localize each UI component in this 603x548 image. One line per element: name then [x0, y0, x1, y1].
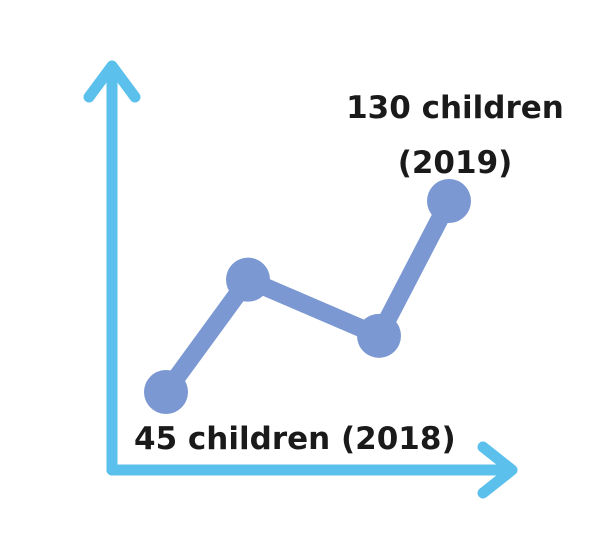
series-line [157, 192, 458, 401]
data-point-3 [427, 179, 471, 223]
x-axis-arrow [106, 441, 518, 499]
annotation-end-line-1: 130 children [346, 90, 564, 126]
data-point-0 [144, 370, 188, 414]
data-point-1 [226, 257, 270, 302]
annotation-end-line-2: (2019) [398, 145, 513, 181]
data-point-2 [357, 313, 401, 358]
annotation-start: 45 children (2018) [134, 421, 456, 457]
axes [83, 60, 518, 499]
y-axis-arrow [83, 60, 141, 476]
data-points [144, 179, 471, 414]
